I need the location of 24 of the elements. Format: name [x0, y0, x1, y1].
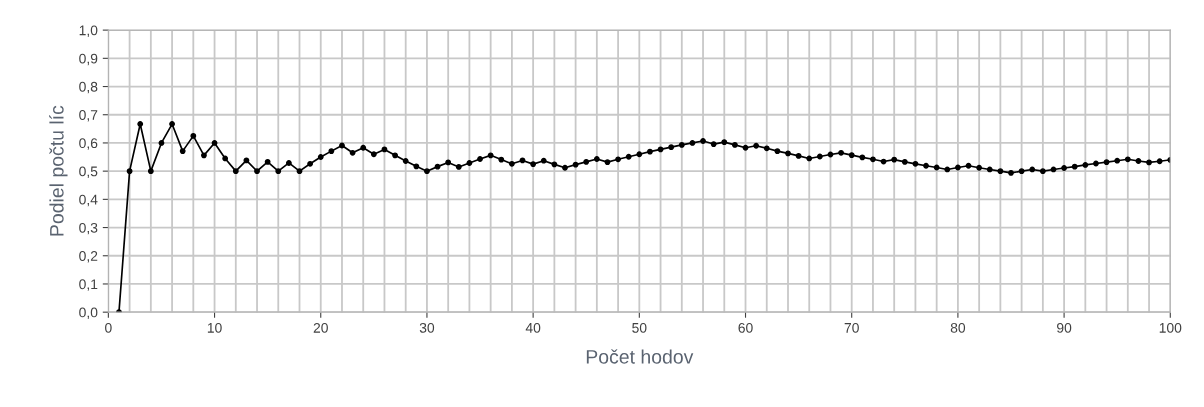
- x-tick-label: 70: [844, 322, 859, 333]
- x-tick-label: 30: [419, 322, 435, 333]
- y-tick-label: 0,8: [79, 81, 98, 94]
- y-tick-label: 0,3: [79, 222, 98, 235]
- y-tick-label: 0,4: [79, 194, 98, 207]
- x-tick-label: 0: [105, 322, 112, 333]
- y-tick-label: 1,0: [79, 25, 98, 37]
- y-tick-label: 0,0: [79, 307, 98, 319]
- x-tick-label: 50: [632, 322, 647, 333]
- y-tick-label: 0,2: [79, 251, 98, 263]
- x-tick-label: 100: [1159, 322, 1182, 333]
- y-axis-title: Podiel počtu líc: [49, 105, 68, 236]
- x-tick-label: 10: [207, 322, 222, 333]
- y-tick-label: 0,9: [79, 53, 98, 66]
- x-axis-title: Počet hodov: [586, 349, 694, 364]
- x-tick-label: 80: [950, 322, 966, 333]
- x-tick-label: 90: [1057, 322, 1072, 333]
- y-tick-label: 0,6: [79, 138, 98, 150]
- x-tick-label: 20: [313, 322, 328, 333]
- y-tick-label: 0,5: [79, 166, 98, 178]
- x-tick-label: 60: [738, 322, 753, 333]
- y-tick-label: 0,7: [79, 110, 98, 122]
- x-tick-label: 40: [525, 322, 541, 333]
- y-tick-label: 0,1: [79, 279, 98, 291]
